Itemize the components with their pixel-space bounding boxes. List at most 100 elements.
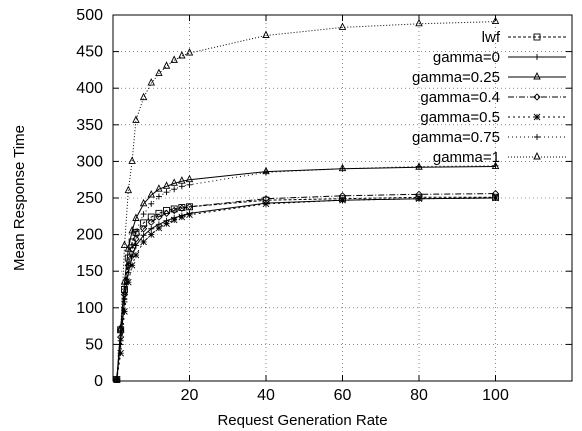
data-point [186,211,193,219]
data-point [533,33,541,41]
data-point [147,190,155,198]
data-point [262,30,270,38]
data-point [339,165,346,172]
data-point [147,78,155,86]
data-point [132,213,140,221]
y-tick-label: 500 [76,7,103,24]
data-point [339,196,346,204]
x-axis-label: Request Generation Rate [217,412,387,429]
data-point [178,183,185,190]
data-point [124,185,133,194]
x-tick-label: 40 [257,387,275,404]
legend: lwf gamma=0 gamma=0.25 gamma=0.4 gamma=0.5 ga… [412,29,566,166]
data-point [533,93,541,101]
data-point [129,241,136,248]
data-point [171,186,178,193]
data-point [416,163,422,170]
data-point [117,333,125,341]
data-point [147,231,155,238]
data-point [533,71,541,80]
data-point [178,176,186,184]
data-point [178,50,186,59]
data-point [148,225,155,232]
data-point [147,218,155,226]
data-point [534,54,540,60]
y-tick-label: 300 [76,153,103,170]
legend-label: gamma=0 [433,49,500,66]
data-point [415,195,423,203]
data-point [262,200,270,208]
data-point [263,169,269,176]
data-point [132,251,140,259]
series-gamma=0.5 [113,194,499,383]
data-point [170,205,178,213]
data-point [162,181,171,189]
data-point [132,115,140,123]
series-line [116,197,496,380]
series-line [116,193,496,380]
series-gamma=0.4 [113,189,500,384]
data-point [492,194,499,202]
data-point [178,204,186,212]
data-point [170,216,178,224]
data-point [415,18,423,27]
data-point [155,193,162,200]
data-point [155,224,163,232]
data-point [128,262,136,269]
y-tick-label: 0 [94,373,103,390]
data-point [155,184,163,192]
data-point [139,198,148,207]
x-tick-label: 60 [334,387,352,404]
data-point [121,308,128,315]
data-point [185,203,194,211]
series-line [116,21,496,380]
data-point [492,162,499,169]
y-axis-label: Mean Response Time [11,125,28,271]
data-point [155,68,163,77]
data-point [125,269,132,276]
data-point [185,174,194,183]
x-tick-label: 80 [410,387,428,404]
data-point [338,22,347,30]
data-point [125,262,132,269]
data-point [116,324,125,333]
data-point [534,134,540,140]
data-point [533,113,541,121]
y-tick-label: 250 [76,190,103,207]
y-tick-label: 350 [76,117,103,134]
y-tick-label: 200 [76,227,103,244]
data-point [163,220,170,227]
data-point [140,238,147,246]
y-tick-label: 150 [76,263,103,280]
x-tick-label: 100 [482,387,509,404]
series-line [116,166,496,380]
data-point [178,213,186,221]
series-line [116,196,496,380]
data-point [491,16,500,25]
y-tick-label: 450 [76,44,103,61]
data-point [148,200,155,207]
data-point [170,206,178,215]
data-point [170,178,178,186]
legend-label: gamma=0.75 [412,129,500,146]
data-point [185,48,194,56]
legend-label: gamma=0.4 [420,89,500,106]
data-point [128,245,136,253]
data-point [132,228,139,235]
series-gamma=0.75 [113,162,499,383]
series-line [116,197,496,380]
series-gamma=1 [113,16,500,382]
data-point [140,211,147,218]
data-point [186,181,193,188]
data-point [163,206,171,214]
x-tick-label: 20 [181,387,199,404]
data-point [124,278,132,286]
data-point [162,61,171,69]
legend-label: gamma=0.25 [412,69,500,86]
data-point [162,209,171,218]
data-point [155,209,163,217]
grid [113,15,572,381]
data-point [121,296,128,303]
data-point [147,213,155,221]
